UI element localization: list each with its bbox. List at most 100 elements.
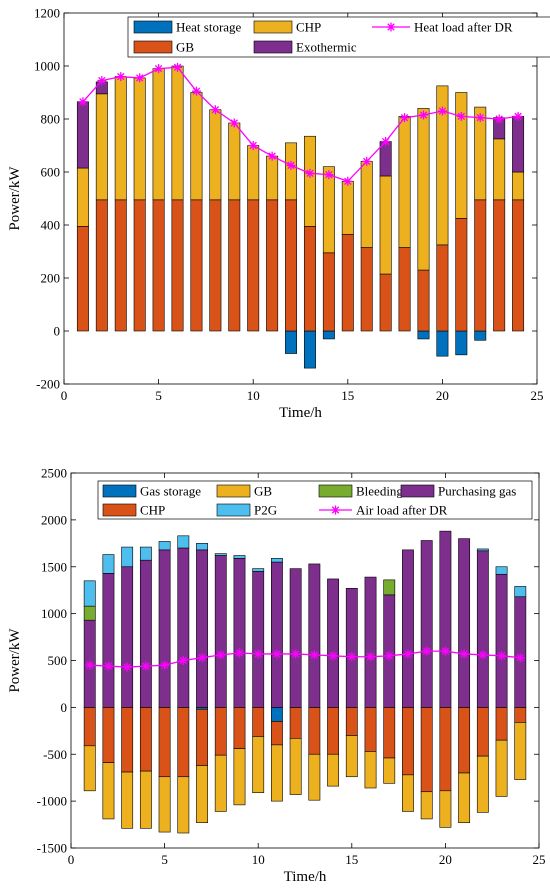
load-point (475, 113, 485, 123)
load-point (210, 105, 220, 115)
load-point (272, 649, 282, 659)
y-tick-label: 800 (41, 112, 61, 127)
legend-label: Heat storage (176, 20, 242, 35)
bar-segment (379, 141, 392, 177)
y-tick-label: 1200 (34, 6, 60, 21)
bar-segment (455, 330, 468, 356)
bar-segment (158, 541, 171, 551)
legend-box (127, 16, 550, 58)
bar-segment (83, 580, 96, 607)
bar-segment (341, 180, 354, 235)
legend-label: GB (176, 40, 194, 55)
bar-segment (233, 707, 246, 749)
bar-segment (322, 166, 335, 254)
x-tick-label: 0 (61, 388, 68, 403)
bar-segment (133, 199, 146, 332)
legend-swatch (253, 20, 293, 34)
bar-segment (474, 106, 487, 201)
bar-segment (133, 77, 146, 201)
x-tick-label: 20 (436, 388, 449, 403)
bar-segment (476, 707, 489, 757)
bar-segment (493, 199, 506, 332)
bar-segment (303, 135, 316, 227)
load-point (191, 86, 201, 96)
load-point (160, 660, 170, 670)
bar-segment (514, 596, 527, 708)
load-point (456, 111, 466, 121)
bar-segment (458, 707, 471, 774)
bar-segment (139, 770, 152, 829)
load-point (347, 652, 357, 662)
bar-segment (308, 753, 321, 801)
bar-segment (214, 754, 227, 812)
legend-label: Heat load after DR (414, 20, 513, 35)
load-point (135, 73, 145, 83)
bar-segment (139, 707, 152, 772)
bar-segment (209, 109, 222, 201)
bar-segment (209, 199, 222, 332)
bar-segment (233, 748, 246, 806)
bar-segment (495, 573, 508, 708)
legend-marker (331, 505, 340, 515)
load-point (291, 649, 301, 659)
bar-segment (252, 707, 265, 737)
y-tick-label: 200 (41, 271, 61, 286)
load-point (328, 651, 338, 661)
legend-swatch (318, 484, 353, 498)
load-point (422, 646, 432, 656)
bar-segment (420, 707, 433, 793)
bar-segment (271, 707, 283, 722)
bar-segment (83, 745, 96, 792)
bar-segment (271, 721, 283, 746)
bar-segment (177, 776, 190, 834)
bar-segment (345, 735, 358, 778)
bar-segment (266, 199, 279, 332)
bar-segment (420, 540, 433, 708)
load-point (173, 62, 183, 72)
bar-segment (364, 751, 377, 789)
y-axis-label: Power/kW (7, 166, 23, 231)
load-point (305, 168, 315, 178)
bar-segment (121, 707, 134, 773)
bar-segment (95, 93, 108, 201)
load-point (384, 651, 394, 661)
bar-segment (228, 122, 241, 201)
y-tick-label: 1000 (41, 606, 67, 621)
bar-segment (514, 722, 527, 780)
y-tick-label: 1000 (34, 59, 60, 74)
bar-segment (402, 549, 414, 708)
load-point (229, 118, 239, 128)
bar-segment (495, 739, 508, 797)
bar-segment (512, 116, 525, 173)
bar-segment (455, 218, 468, 332)
load-point (234, 648, 244, 658)
bar-segment (289, 738, 302, 795)
y-tick-label: -1500 (37, 841, 67, 856)
bar-segment (327, 753, 339, 787)
chart-2: 0 5 10 15 20 25 -1500 -1000 -500 0 500 1000 1500 2000… (7, 466, 546, 886)
legend-label: GB (254, 484, 272, 499)
x-tick-label: 5 (155, 388, 162, 403)
bar-segment (476, 755, 489, 813)
load-point (381, 137, 391, 147)
load-point (103, 661, 113, 671)
bar-segment (420, 791, 433, 820)
bar-segment (474, 330, 487, 341)
bar-segment (458, 772, 471, 823)
bar-segment (247, 145, 260, 201)
x-axis-label: Time/h (279, 405, 322, 421)
load-point (309, 650, 319, 660)
bar-segment (398, 116, 411, 248)
legend-swatch (253, 40, 293, 54)
bar-segment (102, 573, 115, 708)
bar-segment (514, 707, 527, 723)
legend-label: Gas storage (140, 484, 201, 499)
bar-segment (152, 68, 165, 201)
bar-segment (474, 199, 487, 332)
bar-segment (271, 744, 283, 802)
y-tick-label: 0 (61, 700, 68, 715)
bar-segment (322, 252, 335, 332)
bar-segment (95, 199, 108, 332)
y-tick-label: 2500 (41, 466, 67, 481)
y-tick-label: 500 (48, 653, 68, 668)
